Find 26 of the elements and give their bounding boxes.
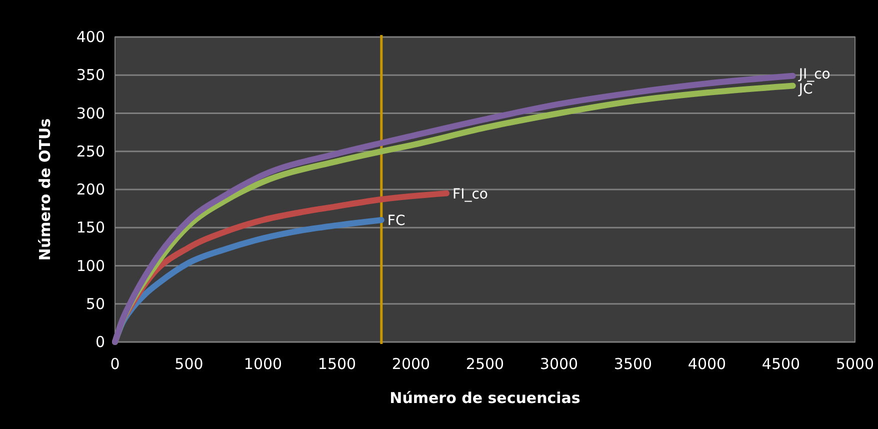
series-label: FI_co [452, 186, 488, 202]
y-tick-label: 350 [76, 66, 105, 84]
y-tick-label: 0 [95, 333, 105, 351]
y-tick-label: 50 [86, 294, 105, 313]
x-tick-label: 0 [110, 355, 120, 373]
x-tick-label: 2500 [466, 355, 504, 373]
x-tick-label: 3000 [540, 355, 578, 373]
x-tick-label: 4000 [688, 355, 726, 373]
y-tick-label: 400 [76, 28, 105, 46]
x-tick-label: 1000 [244, 355, 282, 373]
series-label: JI_co [798, 66, 830, 82]
x-tick-label: 2000 [392, 355, 430, 373]
y-tick-label: 150 [76, 218, 105, 237]
x-tick-label: 3500 [614, 355, 652, 373]
y-tick-label: 250 [76, 142, 105, 160]
series-label: FC [387, 213, 406, 229]
x-tick-label: 500 [174, 355, 204, 373]
x-tick-label: 5000 [836, 355, 874, 373]
x-axis-title: Número de secuencias [390, 389, 580, 407]
x-tick-label: 1500 [318, 355, 356, 373]
y-tick-label: 300 [76, 104, 105, 122]
x-tick-label: 4500 [762, 355, 800, 373]
y-tick-label: 100 [76, 256, 105, 275]
y-axis-title: Número de OTUs [36, 118, 54, 261]
series-label: JC [798, 81, 813, 98]
y-tick-label: 200 [76, 180, 105, 198]
